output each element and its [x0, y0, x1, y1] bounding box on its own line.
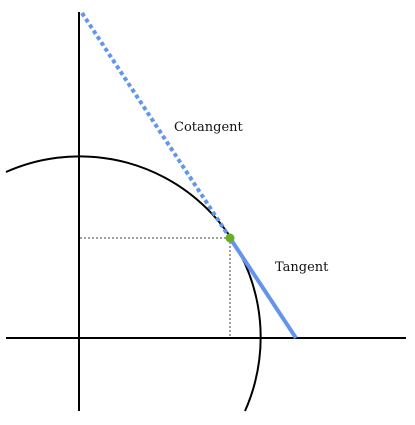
cotangent-label: Cotangent [174, 120, 244, 135]
unit-circle-arc [5, 155, 262, 412]
point-on-circle [225, 233, 235, 243]
tangent-label: Tangent [275, 260, 329, 275]
cotangent-line [80, 11, 232, 240]
tangent-line [228, 236, 298, 340]
